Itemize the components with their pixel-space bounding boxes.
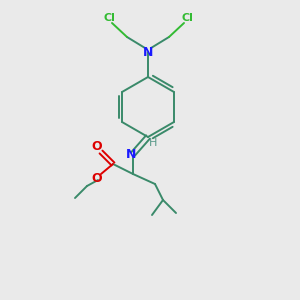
Text: N: N	[126, 148, 136, 160]
Text: O: O	[92, 140, 102, 154]
Text: N: N	[143, 46, 153, 59]
Text: H: H	[149, 139, 158, 148]
Text: O: O	[92, 172, 102, 184]
Text: Cl: Cl	[181, 13, 193, 23]
Text: Cl: Cl	[103, 13, 115, 23]
